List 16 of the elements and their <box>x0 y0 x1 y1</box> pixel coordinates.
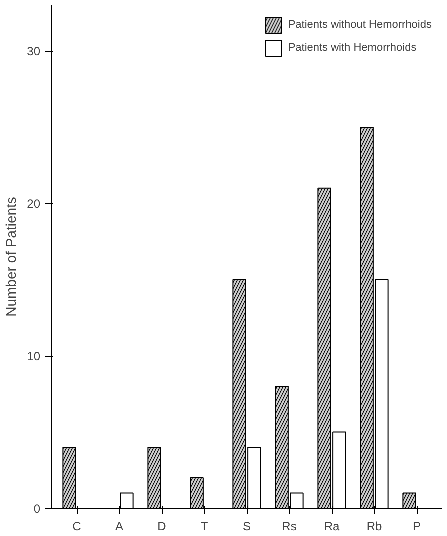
legend-label: Patients without Hemorrhoids <box>288 19 432 31</box>
x-tick-label: Rs <box>282 520 297 534</box>
x-tick-label: A <box>116 520 124 534</box>
x-tick-label: S <box>243 520 252 534</box>
legend-label: Patients with Hemorrhoids <box>288 42 417 54</box>
x-tick-label: D <box>158 520 167 534</box>
x-tick-label: Ra <box>324 520 340 534</box>
x-tick-label: Rb <box>366 520 382 534</box>
y-tick-label: 30 <box>27 44 41 59</box>
y-tick-label: 20 <box>27 197 41 212</box>
x-tick-label: T <box>200 520 209 534</box>
y-axis-title: Number of Patients <box>3 197 20 317</box>
x-tick-label: P <box>413 520 422 534</box>
y-tick-label: 10 <box>27 350 41 364</box>
y-tick-label: 0 <box>34 502 41 516</box>
x-tick-label: C <box>72 520 82 534</box>
